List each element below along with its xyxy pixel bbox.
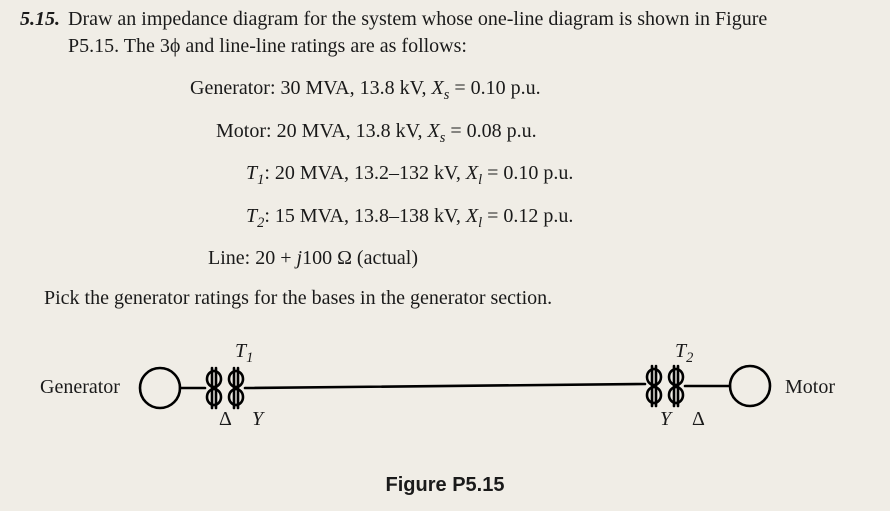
t2-wye: Y	[660, 408, 671, 431]
rating-label: Line:	[208, 247, 250, 269]
motor-label: Motor	[785, 376, 835, 399]
rating-label: Generator:	[190, 77, 276, 99]
problem-text-line1: Draw an impedance diagram for the system…	[68, 6, 870, 33]
t-sym: T	[235, 340, 246, 362]
rating-val: 20 +	[255, 247, 296, 269]
rating-xsym: X	[466, 162, 478, 184]
problem-heading: 5.15. Draw an impedance diagram for the …	[20, 6, 870, 33]
rating-sym: T	[246, 162, 257, 184]
rating-xsym: X	[466, 205, 478, 227]
rating-kv: 13.8 kV,	[356, 120, 423, 142]
t2-delta: Δ	[692, 408, 705, 431]
t-sub: 2	[686, 350, 693, 366]
t2-label: T2	[675, 340, 693, 367]
rating-eq: = 0.10 p.u.	[482, 162, 573, 184]
rating-rest: 100 Ω (actual)	[302, 247, 418, 269]
rating-label: Motor:	[216, 120, 272, 142]
t-sub: 1	[246, 350, 253, 366]
rating-mva: 20 MVA,	[277, 120, 351, 142]
problem-text-line2: P5.15. The 3ϕ and line-line ratings are …	[20, 33, 870, 60]
t1-delta: Δ	[219, 408, 232, 431]
rating-sym: X	[428, 120, 440, 142]
generator-label: Generator	[40, 376, 120, 399]
one-line-svg	[20, 328, 870, 458]
rating-kv: 13.8 kV,	[360, 77, 427, 99]
t1-label: T1	[235, 340, 253, 367]
rating-motor: Motor: 20 MVA, 13.8 kV, Xs = 0.08 p.u.	[190, 111, 870, 154]
rating-sym: X	[431, 77, 443, 99]
rating-mva: 30 MVA,	[281, 77, 355, 99]
pick-instruction: Pick the generator ratings for the bases…	[20, 287, 870, 310]
rating-t1: T1: 20 MVA, 13.2–132 kV, Xl = 0.10 p.u.	[190, 153, 870, 196]
t1-wye: Y	[252, 408, 263, 431]
rating-t2: T2: 15 MVA, 13.8–138 kV, Xl = 0.12 p.u.	[190, 196, 870, 239]
rating-generator: Generator: 30 MVA, 13.8 kV, Xs = 0.10 p.…	[190, 68, 870, 111]
rating-eq: = 0.12 p.u.	[482, 205, 573, 227]
t-sym: T	[675, 340, 686, 362]
rating-eq: = 0.08 p.u.	[445, 120, 536, 142]
rating-sym: T	[246, 205, 257, 227]
problem-number: 5.15.	[20, 6, 68, 33]
figure-p515: Generator Motor T1 T2 Δ Y Y Δ	[20, 328, 870, 478]
rating-rest: : 15 MVA, 13.8–138 kV,	[264, 205, 466, 227]
rating-rest: : 20 MVA, 13.2–132 kV,	[264, 162, 466, 184]
rating-line: Line: 20 + j100 Ω (actual)	[190, 238, 870, 279]
ratings-block: Generator: 30 MVA, 13.8 kV, Xs = 0.10 p.…	[20, 68, 870, 279]
rating-eq: = 0.10 p.u.	[449, 77, 540, 99]
